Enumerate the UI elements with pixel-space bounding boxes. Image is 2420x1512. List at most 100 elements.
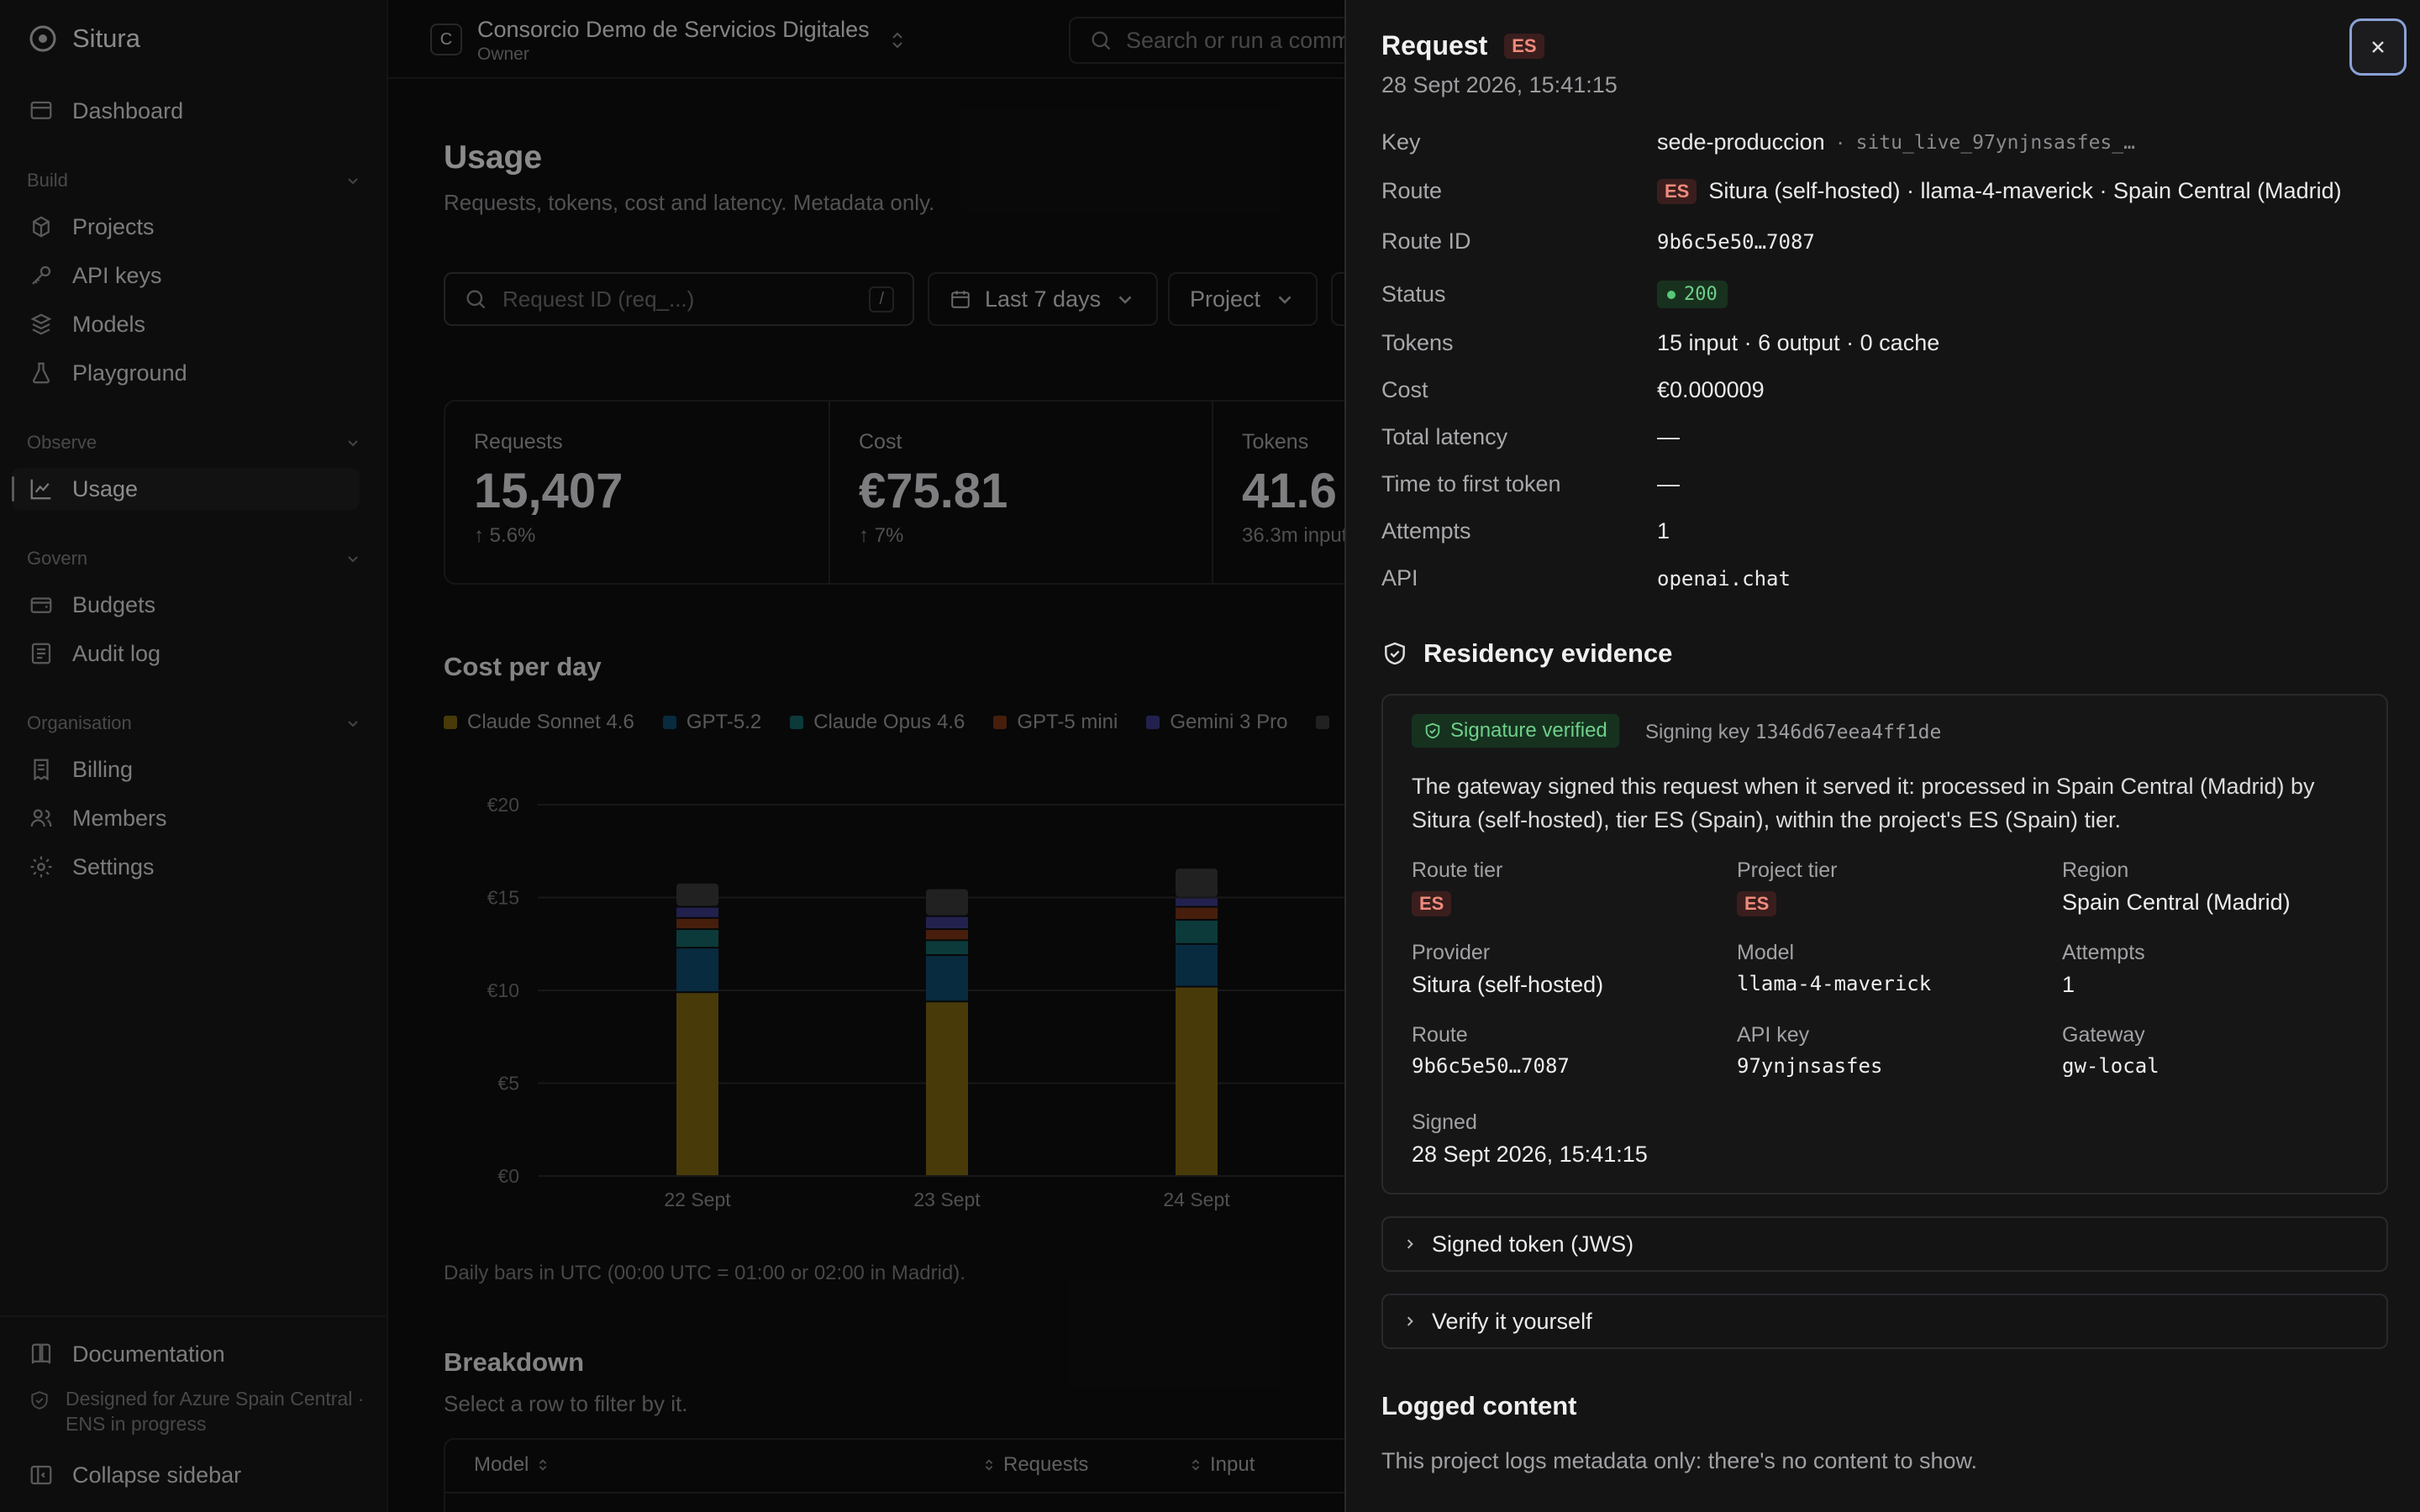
- bar-segment[interactable]: [676, 918, 718, 929]
- field-label: Gateway: [2062, 1023, 2145, 1047]
- sidebar-item-documentation[interactable]: Documentation: [25, 1333, 373, 1375]
- bar-segment[interactable]: [676, 993, 718, 1175]
- signature-verified-badge: Signature verified: [1412, 714, 1619, 748]
- breakdown-title: Breakdown: [444, 1347, 585, 1377]
- receipt-icon: [34, 759, 49, 781]
- column-header-input[interactable]: Input: [1188, 1453, 1255, 1477]
- x-tick-label: 23 Sept: [913, 1189, 981, 1210]
- chevron-down-icon: [1118, 296, 1132, 304]
- legend-item[interactable]: GPT-5 mini: [993, 711, 1118, 734]
- row-tokens: Tokens 15 input · 6 output · 0 cache: [1381, 330, 2390, 356]
- legend-swatch: [790, 716, 804, 729]
- shield-check-icon: [31, 1391, 48, 1410]
- section-govern[interactable]: Govern: [27, 548, 361, 570]
- ttft-value: —: [1657, 471, 1680, 496]
- chevron-up-down-icon[interactable]: [887, 30, 908, 50]
- section-label: Organisation: [27, 712, 132, 733]
- legend-label: GPT-5.2: [686, 711, 762, 733]
- chart-legend: Claude Sonnet 4.6 GPT-5.2 Claude Opus 4.6 G…: [444, 711, 1339, 734]
- field-label: API key: [1737, 1023, 1810, 1047]
- row-value: ES Situra (self-hosted) · llama-4-maveri…: [1657, 178, 2342, 204]
- sidebar-item-api-keys[interactable]: API keys: [25, 255, 373, 297]
- field-model: Model llama-4-maverick: [1737, 941, 1931, 995]
- key-name[interactable]: sede-produccion: [1657, 129, 1825, 155]
- field-attempts: Attempts 1: [2062, 941, 2145, 998]
- legend-item[interactable]: Claude Sonnet 4.6: [444, 711, 634, 734]
- legend-item[interactable]: Gemini 3 Pro: [1146, 711, 1287, 734]
- logged-content-text: This project logs metadata only: there's…: [1381, 1448, 1978, 1473]
- bar-segment[interactable]: [926, 930, 968, 940]
- residency-title-text: Residency evidence: [1423, 638, 1673, 668]
- field-label: Model: [1737, 941, 1795, 964]
- sidebar-item-label: Budgets: [72, 591, 156, 617]
- date-range-select[interactable]: Last 7 days: [928, 272, 1159, 326]
- org-avatar[interactable]: C: [430, 24, 462, 55]
- row-value: 200: [1657, 281, 1728, 308]
- bar-segment[interactable]: [926, 889, 968, 916]
- sidebar-item-label: Projects: [72, 213, 155, 239]
- legend-swatch: [444, 716, 457, 729]
- sidebar-item-audit-log[interactable]: Audit log: [25, 633, 373, 675]
- bar-segment[interactable]: [676, 883, 718, 906]
- chevron-down-icon: [348, 440, 358, 447]
- bar-segment[interactable]: [1176, 898, 1218, 906]
- column-header-model[interactable]: Model: [474, 1453, 550, 1477]
- bar-segment[interactable]: [676, 907, 718, 917]
- sidebar-item-members[interactable]: Members: [25, 797, 373, 839]
- section-build[interactable]: Build: [27, 170, 361, 192]
- bar-segment[interactable]: [1176, 944, 1218, 986]
- residency-title: Residency evidence: [1381, 638, 1672, 669]
- arrow-up-icon: ↑: [474, 524, 490, 547]
- row-attempts: Attempts 1: [1381, 518, 2390, 544]
- sidebar-item-label: Usage: [72, 475, 139, 501]
- bar-segment[interactable]: [1176, 987, 1218, 1175]
- stat-cost: Cost €75.81 ↑ 7%: [829, 402, 1212, 583]
- section-observe[interactable]: Observe: [27, 432, 361, 454]
- row-route: Route ES Situra (self-hosted) · llama-4-…: [1381, 178, 2390, 204]
- sidebar-item-usage[interactable]: Usage: [12, 468, 360, 510]
- sidebar-item-projects[interactable]: Projects: [25, 206, 373, 248]
- bar-segment[interactable]: [926, 941, 968, 955]
- sidebar-item-playground[interactable]: Playground: [25, 352, 373, 394]
- signed-token-accordion[interactable]: Signed token (JWS): [1381, 1216, 2388, 1272]
- residency-card: Signature verified Signing key 1346d67ee…: [1381, 694, 2388, 1194]
- legend-label: Claude Opus 4.6: [813, 711, 965, 733]
- collapse-sidebar-button[interactable]: Collapse sidebar: [25, 1454, 373, 1496]
- sidebar-item-models[interactable]: Models: [25, 303, 373, 345]
- section-organisation[interactable]: Organisation: [27, 712, 361, 734]
- stat-requests: Requests 15,407 ↑ 5.6%: [445, 402, 829, 583]
- sidebar-item-budgets[interactable]: Budgets: [25, 584, 373, 626]
- row-route-id: Route ID 9b6c5e50…7087: [1381, 228, 2390, 255]
- chevron-right-icon: [1407, 1316, 1413, 1326]
- section-label: Observe: [27, 432, 97, 453]
- bar-segment[interactable]: [676, 948, 718, 992]
- project-select[interactable]: Project: [1168, 272, 1318, 326]
- sidebar-item-settings[interactable]: Settings: [25, 846, 373, 888]
- column-header-requests[interactable]: Requests: [981, 1453, 1088, 1477]
- shield-check-icon: [1385, 642, 1405, 665]
- org-name[interactable]: Consorcio Demo de Servicios Digitales: [477, 17, 870, 42]
- bar-segment[interactable]: [676, 930, 718, 948]
- bar-segment[interactable]: [926, 916, 968, 929]
- sidebar-collapse-icon: [30, 1465, 52, 1485]
- request-id-input[interactable]: Request ID (req_...) /: [444, 272, 914, 326]
- sidebar-item-dashboard[interactable]: Dashboard: [25, 90, 373, 132]
- bar-segment[interactable]: [1176, 869, 1218, 897]
- field-value: llama-4-maverick: [1737, 972, 1932, 995]
- close-button[interactable]: [2349, 18, 2407, 76]
- brand-name: Situra: [72, 24, 140, 53]
- legend-item[interactable]: Claude Opus 4.6: [790, 711, 965, 734]
- sidebar-item-billing[interactable]: Billing: [25, 748, 373, 790]
- bar-segment[interactable]: [926, 1002, 968, 1175]
- sidebar-item-label: Settings: [72, 853, 155, 879]
- field-label: Route tier: [1412, 858, 1503, 882]
- section-label: Build: [27, 170, 68, 191]
- brand[interactable]: Situra: [29, 24, 140, 54]
- legend-item[interactable]: GPT-5.2: [662, 711, 762, 734]
- legend-item[interactable]: [1316, 711, 1339, 734]
- users-icon: [30, 809, 52, 827]
- bar-segment[interactable]: [1176, 907, 1218, 920]
- bar-segment[interactable]: [1176, 921, 1218, 943]
- bar-segment[interactable]: [926, 956, 968, 1001]
- verify-accordion[interactable]: Verify it yourself: [1381, 1294, 2388, 1349]
